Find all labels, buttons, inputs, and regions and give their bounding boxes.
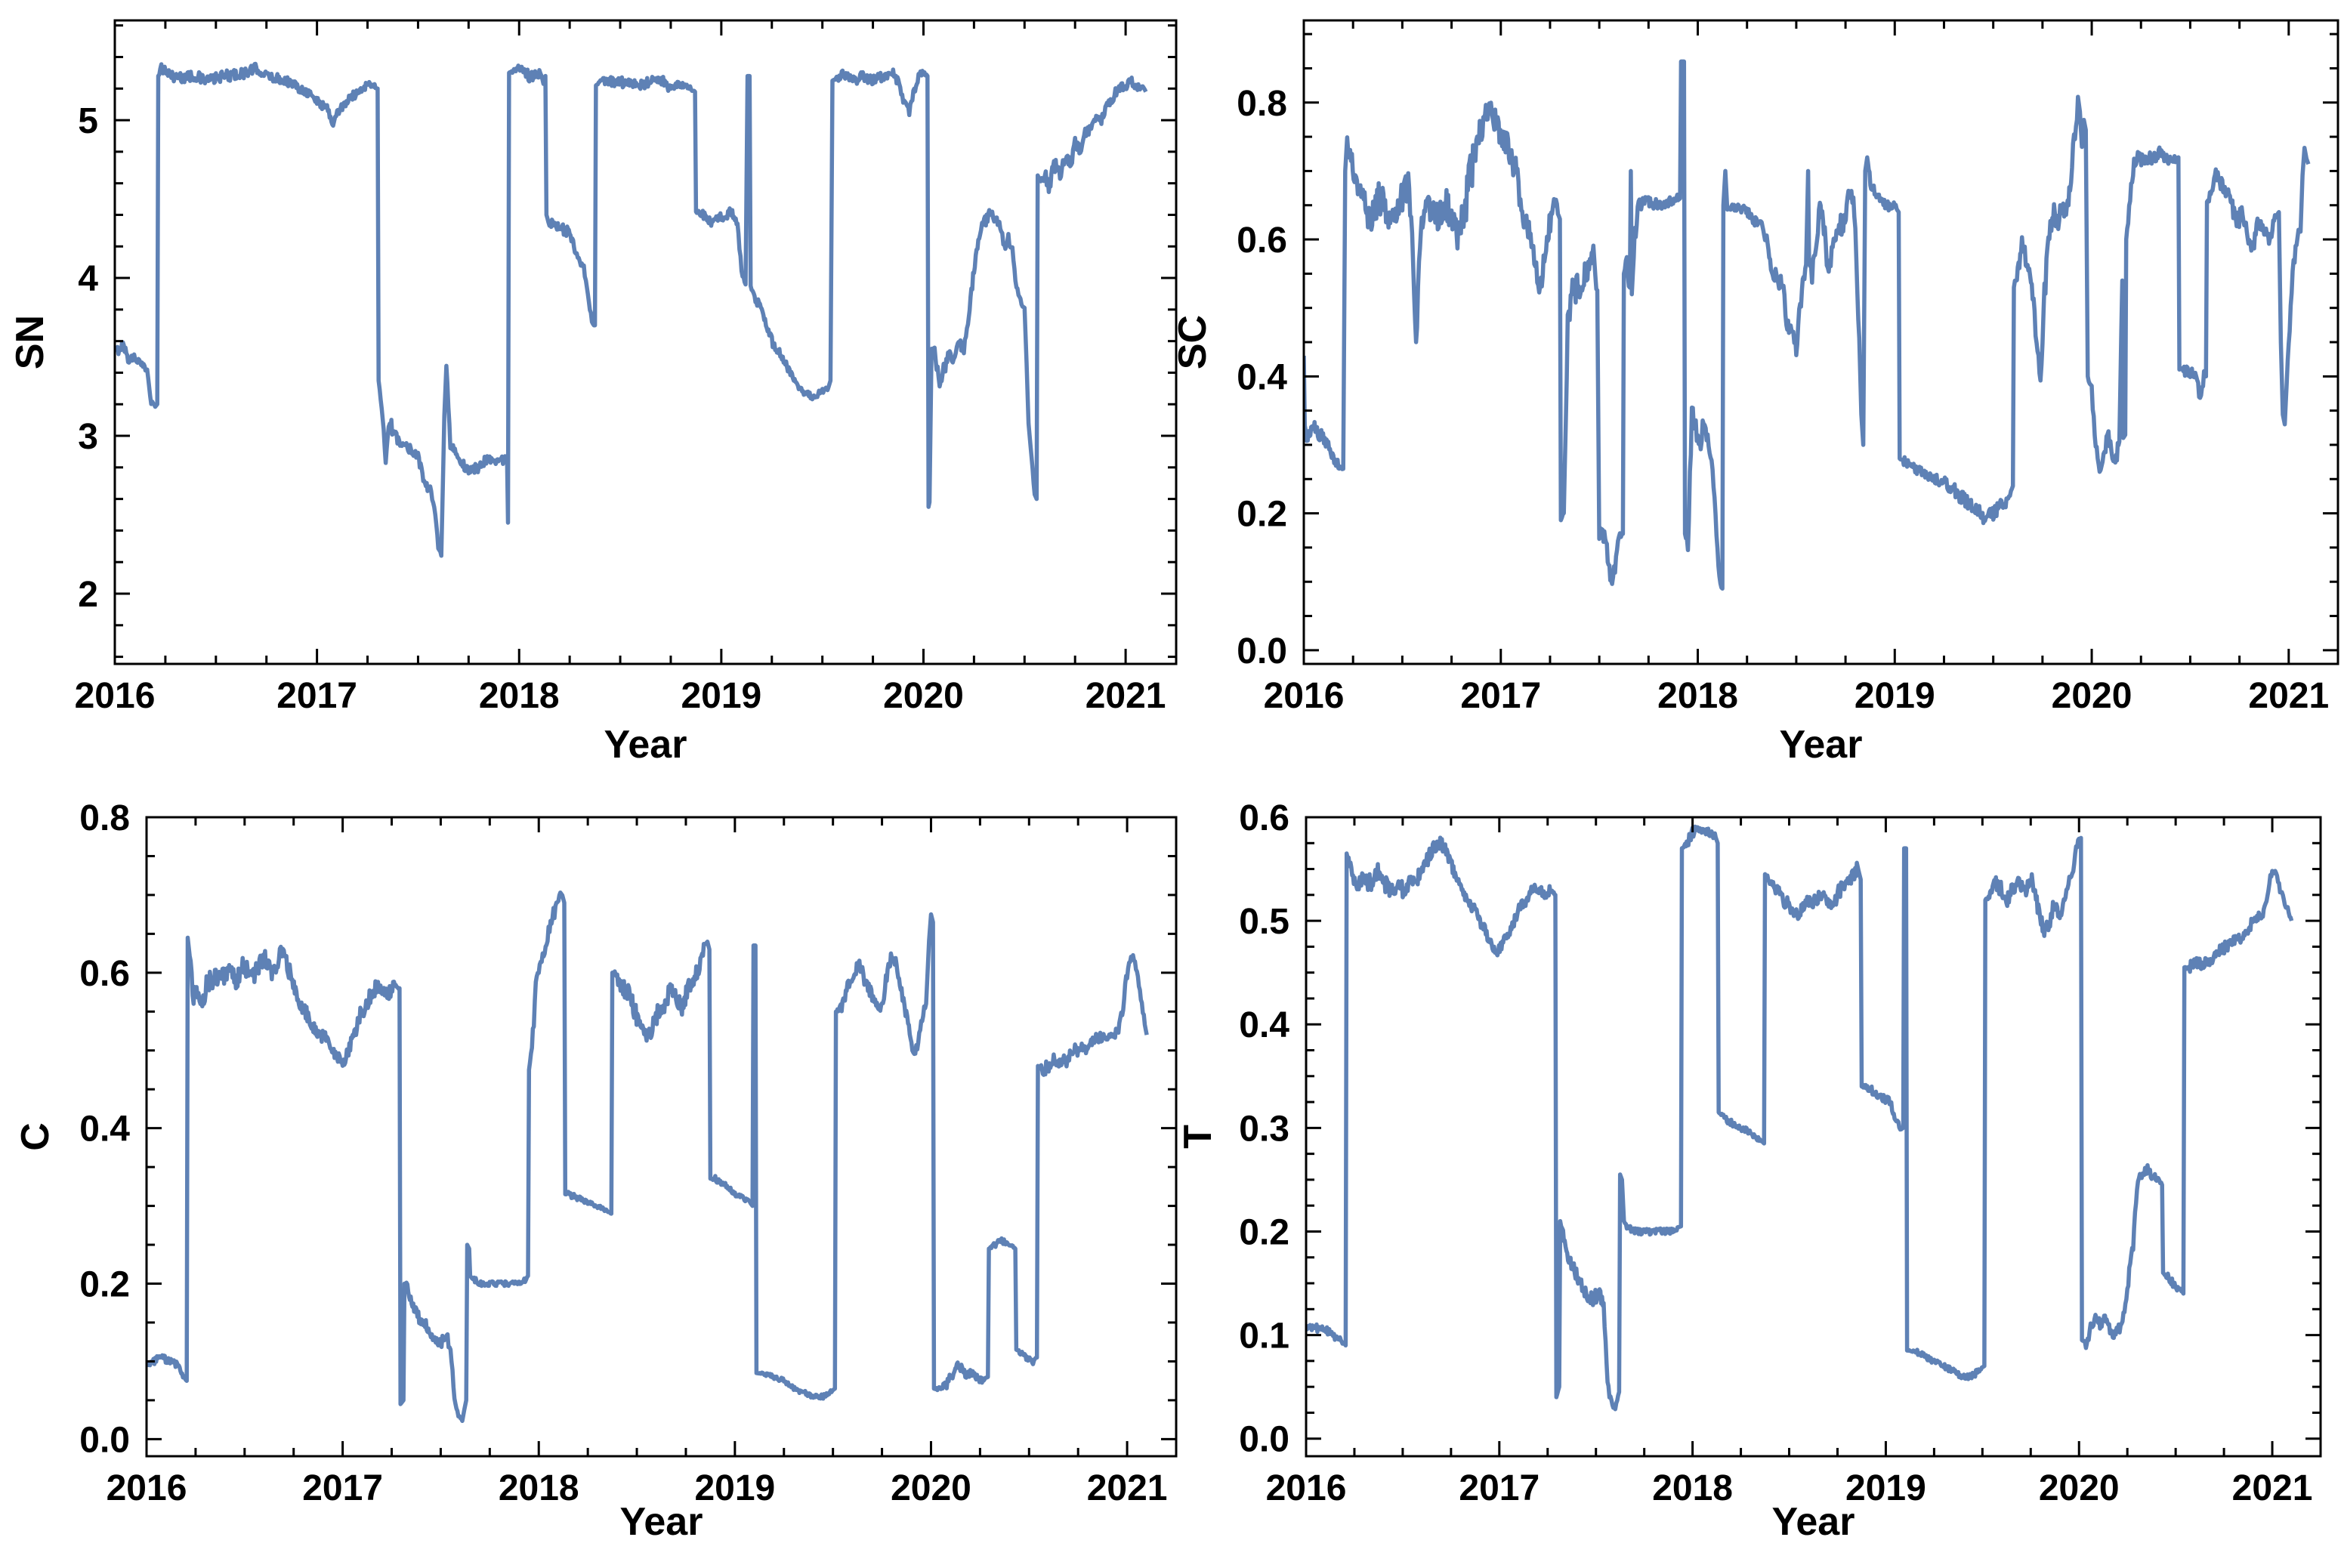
- x-tick-label: 2018: [499, 1468, 579, 1508]
- y-tick-label: 0.2: [1237, 495, 1287, 535]
- y-tick-label: 0.0: [79, 1420, 130, 1460]
- x-tick-label: 2019: [681, 676, 761, 716]
- y-axis-label-t: T: [1176, 1125, 1220, 1149]
- y-tick-label: 0.5: [1239, 902, 1289, 942]
- x-tick-label: 2019: [694, 1468, 775, 1508]
- y-tick-label: 0.6: [1237, 221, 1287, 261]
- x-tick-label: 2017: [276, 676, 357, 716]
- series-line-t: [1306, 824, 2294, 1412]
- y-axis-label-c: C: [14, 1122, 57, 1151]
- y-tick-label: 0.4: [79, 1110, 130, 1150]
- y-tick-label: 0.2: [1239, 1212, 1289, 1252]
- x-tick-label: 2020: [883, 676, 964, 716]
- panel-sc: 2016 2017 2018 2019 2020 2021 0.0 0.2 0.4 0.6 0.8 Y…: [1171, 19, 2339, 767]
- y-tick-label: 0.0: [1237, 631, 1287, 671]
- x-tick-label: 2021: [2248, 676, 2329, 716]
- x-tick-label: 2018: [1652, 1468, 1733, 1508]
- x-tick-label: 2021: [2232, 1468, 2313, 1508]
- y-tick-label: 2: [78, 575, 98, 615]
- x-axis-label-t: Year: [1772, 1500, 1855, 1544]
- panel-t: 2016 2017 2018 2019 2020 2021 0.0 0.1 0.2 0.3 0.4 0…: [1176, 798, 2322, 1544]
- x-tick-label: 2018: [479, 676, 560, 716]
- x-tick-label: 2020: [891, 1468, 971, 1508]
- x-tick-label: 2016: [1264, 676, 1345, 716]
- panel-c: 2016 2017 2018 2019 2020 2021 0.0 0.2 0.4 0.6 0.8 Y…: [14, 798, 1178, 1544]
- y-tick-label: 0.0: [1239, 1420, 1289, 1460]
- y-tick-label: 0.4: [1237, 357, 1287, 397]
- x-tick-label: 2017: [1459, 1468, 1540, 1508]
- x-tick-label: 2019: [1855, 676, 1935, 716]
- x-tick-label: 2018: [1657, 676, 1738, 716]
- y-tick-label: 3: [78, 417, 98, 457]
- plot-frame: [113, 19, 1178, 665]
- plot-frame: [145, 816, 1178, 1458]
- x-tick-label: 2020: [2052, 676, 2132, 716]
- y-tick-label: 0.2: [79, 1265, 130, 1305]
- y-tick-label: 0.8: [1237, 84, 1287, 124]
- y-tick-label: 0.6: [79, 954, 130, 994]
- x-tick-label: 2020: [2039, 1468, 2120, 1508]
- x-tick-label: 2016: [1266, 1468, 1347, 1508]
- series-line-c: [147, 890, 1149, 1424]
- y-tick-label: 0.6: [1239, 798, 1289, 838]
- series-line-sc: [1304, 59, 2311, 591]
- plot-frame: [1305, 816, 2322, 1458]
- y-axis-label-sn: SN: [8, 315, 52, 369]
- x-tick-label: 2016: [75, 676, 156, 716]
- x-tick-label: 2021: [1086, 676, 1166, 716]
- x-tick-label: 2021: [1087, 1468, 1168, 1508]
- y-tick-label: 4: [78, 259, 98, 299]
- x-tick-label: 2017: [1460, 676, 1541, 716]
- series-line-sn: [115, 61, 1148, 558]
- x-tick-label: 2017: [302, 1468, 383, 1508]
- plot-frame: [1302, 19, 2339, 665]
- y-axis-label-sc: SC: [1171, 315, 1215, 369]
- panel-sn: 2016 2017 2018 2019 2020 2021 2 3 4 5 Year SN: [8, 19, 1178, 767]
- y-tick-label: 0.8: [79, 798, 130, 838]
- x-axis-label-sn: Year: [604, 723, 687, 767]
- x-tick-label: 2019: [1845, 1468, 1926, 1508]
- y-tick-label: 0.3: [1239, 1109, 1289, 1149]
- x-axis-label-c: Year: [620, 1500, 703, 1544]
- x-tick-label: 2016: [107, 1468, 187, 1508]
- x-axis-label-sc: Year: [1780, 723, 1863, 767]
- y-tick-label: 0.1: [1239, 1316, 1289, 1357]
- y-tick-label: 0.4: [1239, 1005, 1289, 1045]
- y-tick-label: 5: [78, 101, 98, 141]
